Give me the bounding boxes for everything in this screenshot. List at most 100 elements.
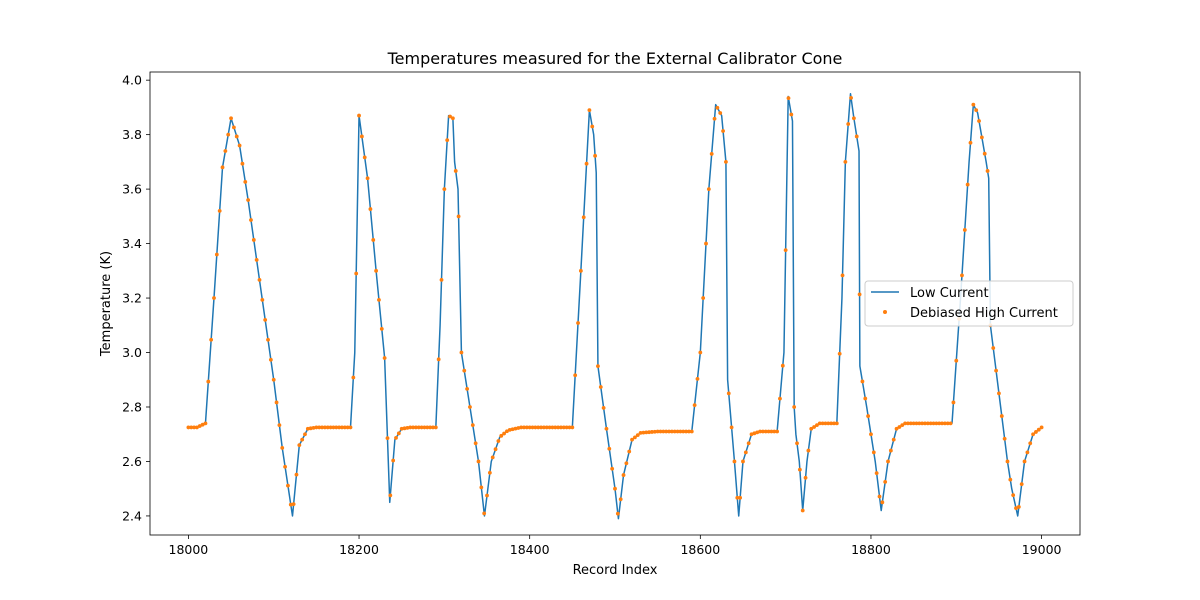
high-current-point: [453, 169, 458, 173]
high-current-point: [664, 429, 669, 434]
high-current-point: [280, 445, 285, 450]
high-current-point: [195, 425, 199, 430]
high-current-point: [300, 437, 305, 442]
high-current-point: [979, 135, 984, 140]
high-current-point: [732, 459, 737, 464]
high-current-point: [948, 421, 953, 426]
plot-frame: [149, 71, 1081, 536]
high-current-point: [436, 357, 441, 362]
high-current-point: [681, 429, 686, 434]
high-current-point: [263, 317, 268, 322]
high-current-point: [735, 495, 740, 500]
high-current-point: [968, 140, 973, 145]
legend-box: [864, 280, 1074, 327]
high-current-point: [596, 364, 600, 369]
high-current-point: [940, 421, 944, 426]
high-current-point: [840, 273, 845, 278]
high-current-point: [402, 426, 407, 431]
high-current-point: [871, 450, 876, 455]
high-current-point: [669, 429, 674, 434]
high-current-point: [630, 437, 634, 442]
high-current-point: [547, 425, 552, 430]
high-current-point: [718, 111, 723, 115]
high-current-point: [539, 425, 543, 430]
high-current-point: [934, 421, 939, 426]
high-current-point: [1034, 430, 1038, 434]
high-current-point: [715, 105, 720, 110]
high-current-point: [724, 159, 728, 164]
high-current-point: [251, 238, 256, 242]
high-current-point: [911, 421, 916, 426]
high-current-point: [456, 214, 461, 219]
high-current-point: [706, 187, 711, 192]
high-current-point: [769, 429, 774, 434]
high-current-point: [576, 321, 580, 325]
high-current-point: [277, 423, 282, 428]
high-current-point: [445, 138, 450, 142]
x-tick-label: 18000: [169, 542, 209, 557]
high-current-point: [635, 433, 640, 438]
high-current-point: [962, 228, 967, 232]
high-current-point: [271, 377, 276, 382]
high-current-point: [470, 423, 475, 428]
high-current-point: [345, 425, 350, 430]
high-current-point: [459, 350, 464, 355]
high-current-point: [240, 161, 245, 166]
high-current-point: [985, 169, 990, 173]
high-current-point: [903, 421, 907, 426]
high-current-point: [891, 437, 896, 442]
high-current-point: [559, 425, 563, 430]
high-current-point: [633, 435, 637, 440]
high-current-point: [399, 426, 404, 431]
high-current-point: [852, 116, 856, 121]
high-current-point: [837, 351, 842, 356]
high-current-point: [593, 153, 597, 158]
high-current-point: [945, 421, 950, 426]
y-tick-label: 3.2: [122, 291, 142, 306]
high-current-point: [1005, 459, 1010, 464]
high-current-point: [684, 429, 688, 434]
high-current-point: [721, 129, 725, 133]
y-tick-label: 3.6: [122, 182, 142, 197]
high-current-point: [556, 425, 561, 430]
high-current-point: [396, 431, 401, 436]
high-current-point: [217, 209, 222, 213]
high-current-point: [999, 414, 1004, 418]
high-current-point: [317, 425, 322, 430]
high-current-point: [223, 149, 228, 153]
high-current-point: [323, 425, 327, 430]
high-current-point: [1008, 477, 1013, 482]
high-current-point: [485, 493, 489, 498]
high-current-point: [433, 425, 438, 430]
high-current-point: [206, 379, 211, 384]
high-current-point: [570, 425, 575, 430]
high-current-point: [746, 441, 751, 446]
high-current-point: [561, 425, 566, 430]
high-current-point: [334, 425, 339, 430]
high-current-point: [738, 495, 743, 500]
high-current-point: [425, 425, 430, 430]
high-current-point: [578, 268, 583, 273]
high-current-point: [621, 473, 626, 477]
high-current-point: [977, 119, 981, 123]
y-tick-label: 4.0: [122, 73, 142, 88]
high-current-point: [1025, 450, 1030, 455]
x-tick-label: 18800: [851, 542, 891, 557]
high-current-point: [442, 187, 447, 192]
high-current-point: [598, 385, 603, 389]
high-current-point: [897, 425, 902, 429]
high-current-point: [590, 124, 595, 129]
high-current-point: [340, 425, 344, 430]
high-current-point: [772, 429, 777, 434]
high-current-point: [925, 421, 930, 426]
high-current-point: [647, 430, 652, 435]
high-current-point: [792, 405, 797, 409]
high-current-point: [408, 425, 413, 430]
high-current-point: [428, 425, 433, 430]
high-current-point: [610, 466, 615, 471]
debiased-high-current-points: [186, 95, 1044, 516]
high-current-point: [286, 483, 290, 488]
high-current-point: [974, 108, 979, 113]
high-current-point: [604, 426, 609, 431]
high-current-point: [786, 96, 791, 101]
